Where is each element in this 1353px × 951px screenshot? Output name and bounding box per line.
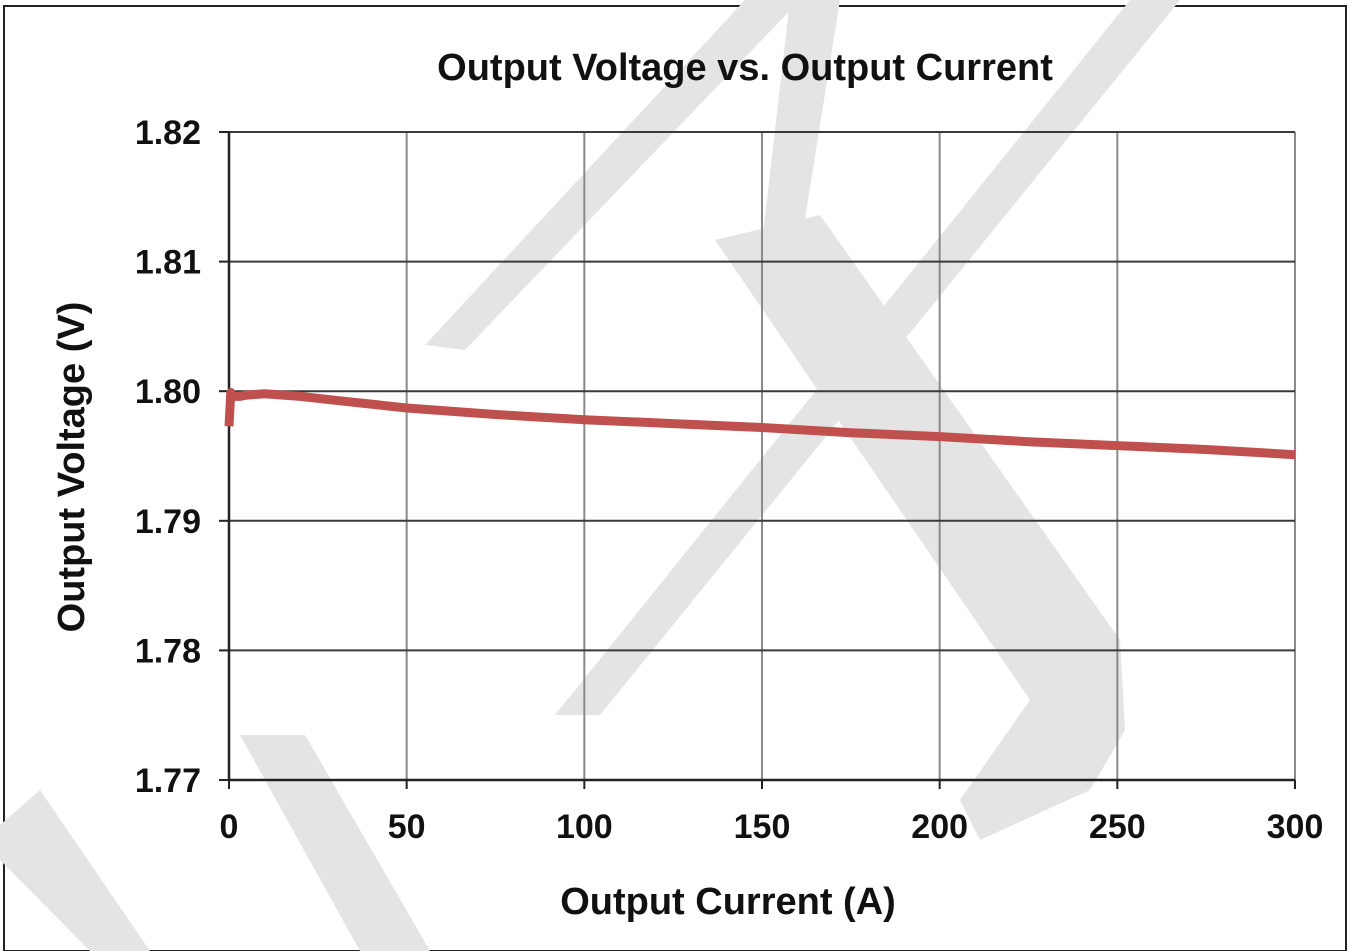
y-axis-title: Output Voltage (V) <box>51 302 93 633</box>
y-tick-label: 1.79 <box>135 503 201 541</box>
y-tick-label: 1.81 <box>135 244 201 282</box>
watermark-stroke-5 <box>0 790 150 951</box>
watermark-stroke-6 <box>760 0 840 260</box>
x-tick-label: 200 <box>911 808 968 846</box>
y-tick-label: 1.80 <box>135 373 201 411</box>
x-tick-label: 0 <box>220 808 239 846</box>
tick-labels: 0 50 100 150 200 250 300 1.77 1.78 1.79 1.80 1.81 1.… <box>135 114 1324 846</box>
y-tick-label: 1.78 <box>135 632 201 670</box>
y-tick-label: 1.82 <box>135 114 201 152</box>
series-line-0 <box>224 388 1296 460</box>
x-tick-label: 250 <box>1089 808 1146 846</box>
chart-title: Output Voltage vs. Output Current <box>437 47 1053 89</box>
x-axis-title: Output Current (A) <box>560 881 896 923</box>
y-tick-label: 1.77 <box>135 762 201 800</box>
watermark-stroke-3 <box>715 215 1125 840</box>
series-layer <box>224 388 1296 460</box>
x-tick-label: 150 <box>734 808 791 846</box>
axes <box>219 131 1296 789</box>
chart-frame <box>3 5 1347 951</box>
x-tick-label: 100 <box>556 808 613 846</box>
x-tick-label: 50 <box>388 808 426 846</box>
grid <box>229 131 1296 780</box>
x-tick-label: 300 <box>1267 808 1324 846</box>
watermark-stroke-4 <box>240 735 430 951</box>
